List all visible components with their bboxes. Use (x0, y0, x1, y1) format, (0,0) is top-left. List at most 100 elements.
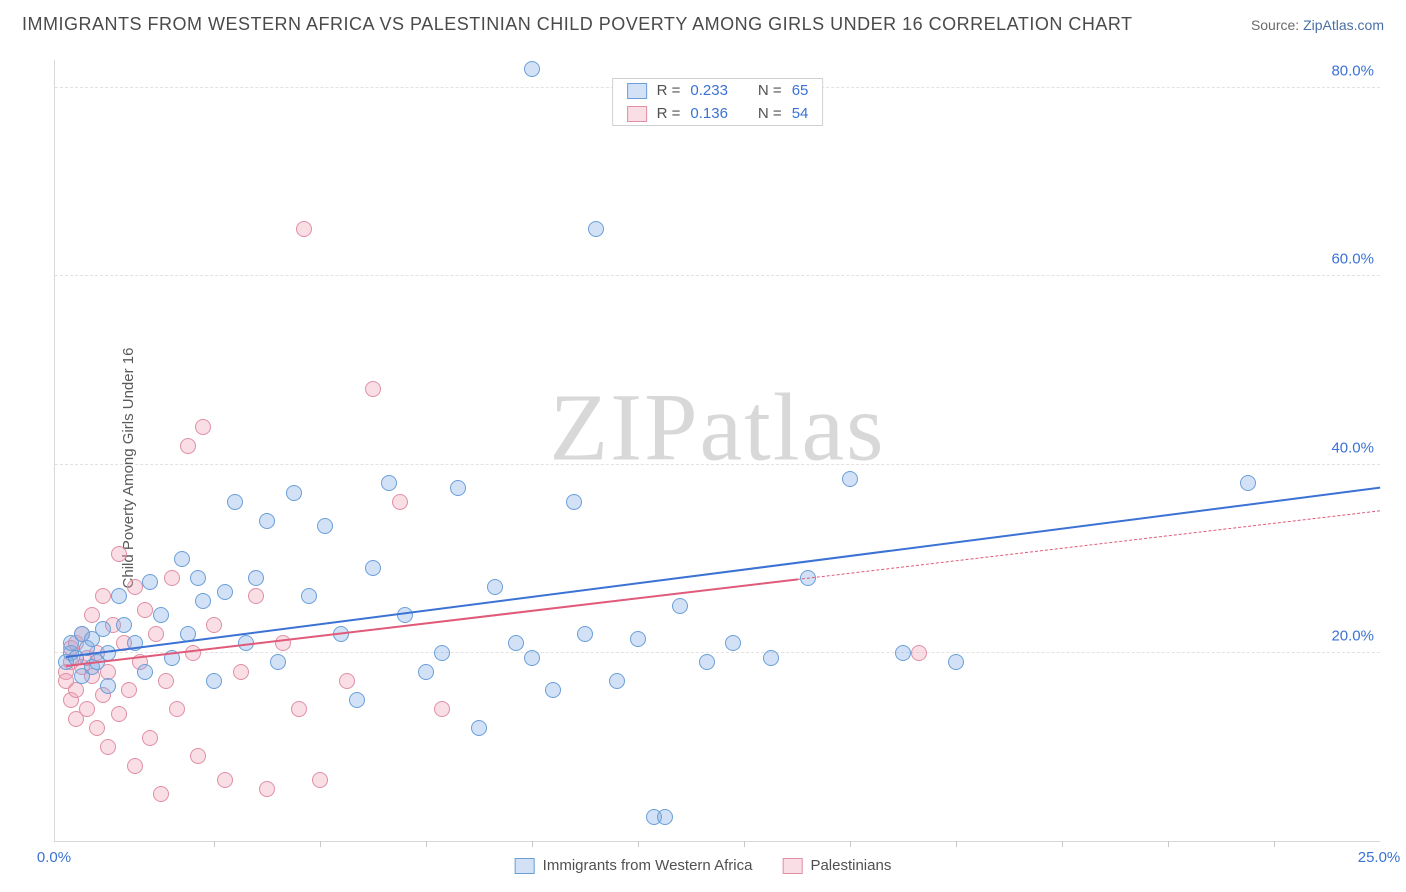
gridline-h (55, 464, 1380, 465)
scatter-point (672, 598, 688, 614)
scatter-point (180, 438, 196, 454)
scatter-point (397, 607, 413, 623)
scatter-point (381, 475, 397, 491)
scatter-point (84, 607, 100, 623)
scatter-point (111, 706, 127, 722)
r-label-s2: R = (657, 105, 681, 122)
scatter-point (153, 786, 169, 802)
scatter-point (434, 701, 450, 717)
scatter-point (763, 650, 779, 666)
scatter-point (137, 602, 153, 618)
trend-line (797, 511, 1380, 581)
scatter-point (487, 579, 503, 595)
plot-area: ZIPatlas R = 0.233 N = 65 R = 0.136 N = … (54, 60, 1380, 842)
scatter-point (158, 673, 174, 689)
scatter-point (195, 419, 211, 435)
scatter-point (895, 645, 911, 661)
x-tick-label: 0.0% (37, 849, 71, 866)
scatter-point (545, 682, 561, 698)
scatter-point (948, 654, 964, 670)
scatter-point (392, 494, 408, 510)
y-tick-label: 60.0% (1331, 251, 1374, 268)
scatter-point (190, 748, 206, 764)
scatter-point (434, 645, 450, 661)
r-value-s1: 0.233 (690, 82, 728, 99)
scatter-point (137, 664, 153, 680)
scatter-point (842, 471, 858, 487)
scatter-point (111, 588, 127, 604)
scatter-point (116, 617, 132, 633)
scatter-point (121, 682, 137, 698)
scatter-point (95, 588, 111, 604)
scatter-point (195, 593, 211, 609)
y-tick-label: 20.0% (1331, 627, 1374, 644)
legend-swatch-s1-bottom (515, 858, 535, 874)
scatter-point (524, 61, 540, 77)
legend-item-s1: Immigrants from Western Africa (515, 857, 753, 874)
source-attribution: Source: ZipAtlas.com (1251, 17, 1384, 33)
y-tick-label: 40.0% (1331, 439, 1374, 456)
scatter-point (217, 772, 233, 788)
scatter-point (450, 480, 466, 496)
scatter-point (312, 772, 328, 788)
scatter-point (227, 494, 243, 510)
scatter-point (1240, 475, 1256, 491)
scatter-point (206, 617, 222, 633)
n-label-s1: N = (758, 82, 782, 99)
scatter-point (259, 781, 275, 797)
scatter-point (206, 673, 222, 689)
n-label-s2: N = (758, 105, 782, 122)
x-tick-mark (320, 841, 321, 847)
legend-series: Immigrants from Western Africa Palestini… (515, 857, 892, 874)
scatter-point (911, 645, 927, 661)
x-tick-mark (638, 841, 639, 847)
x-tick-label: 25.0% (1358, 849, 1401, 866)
scatter-point (296, 221, 312, 237)
trend-line (65, 578, 797, 667)
legend-item-s2: Palestinians (782, 857, 891, 874)
scatter-point (259, 513, 275, 529)
scatter-point (174, 551, 190, 567)
x-tick-mark (1274, 841, 1275, 847)
scatter-point (301, 588, 317, 604)
scatter-point (164, 570, 180, 586)
scatter-point (699, 654, 715, 670)
chart-title: IMMIGRANTS FROM WESTERN AFRICA VS PALEST… (22, 14, 1133, 35)
scatter-point (100, 678, 116, 694)
scatter-point (248, 570, 264, 586)
scatter-point (142, 574, 158, 590)
scatter-point (79, 701, 95, 717)
scatter-point (418, 664, 434, 680)
scatter-point (190, 570, 206, 586)
scatter-point (217, 584, 233, 600)
legend-label-s1: Immigrants from Western Africa (543, 857, 753, 874)
scatter-point (339, 673, 355, 689)
n-value-s2: 54 (792, 105, 809, 122)
scatter-point (95, 621, 111, 637)
source-prefix: Source: (1251, 17, 1303, 33)
x-tick-mark (214, 841, 215, 847)
n-value-s1: 65 (792, 82, 809, 99)
scatter-point (588, 221, 604, 237)
x-tick-mark (744, 841, 745, 847)
legend-row-s2: R = 0.136 N = 54 (613, 102, 823, 125)
scatter-point (286, 485, 302, 501)
y-tick-label: 80.0% (1331, 63, 1374, 80)
scatter-point (127, 758, 143, 774)
x-tick-mark (426, 841, 427, 847)
gridline-h (55, 275, 1380, 276)
x-tick-mark (956, 841, 957, 847)
scatter-point (89, 720, 105, 736)
scatter-point (291, 701, 307, 717)
scatter-point (185, 645, 201, 661)
scatter-point (630, 631, 646, 647)
scatter-point (233, 664, 249, 680)
legend-stats: R = 0.233 N = 65 R = 0.136 N = 54 (612, 78, 824, 126)
scatter-point (365, 560, 381, 576)
scatter-point (657, 809, 673, 825)
gridline-h (55, 652, 1380, 653)
source-link[interactable]: ZipAtlas.com (1303, 17, 1384, 33)
scatter-point (127, 579, 143, 595)
scatter-point (270, 654, 286, 670)
scatter-point (725, 635, 741, 651)
